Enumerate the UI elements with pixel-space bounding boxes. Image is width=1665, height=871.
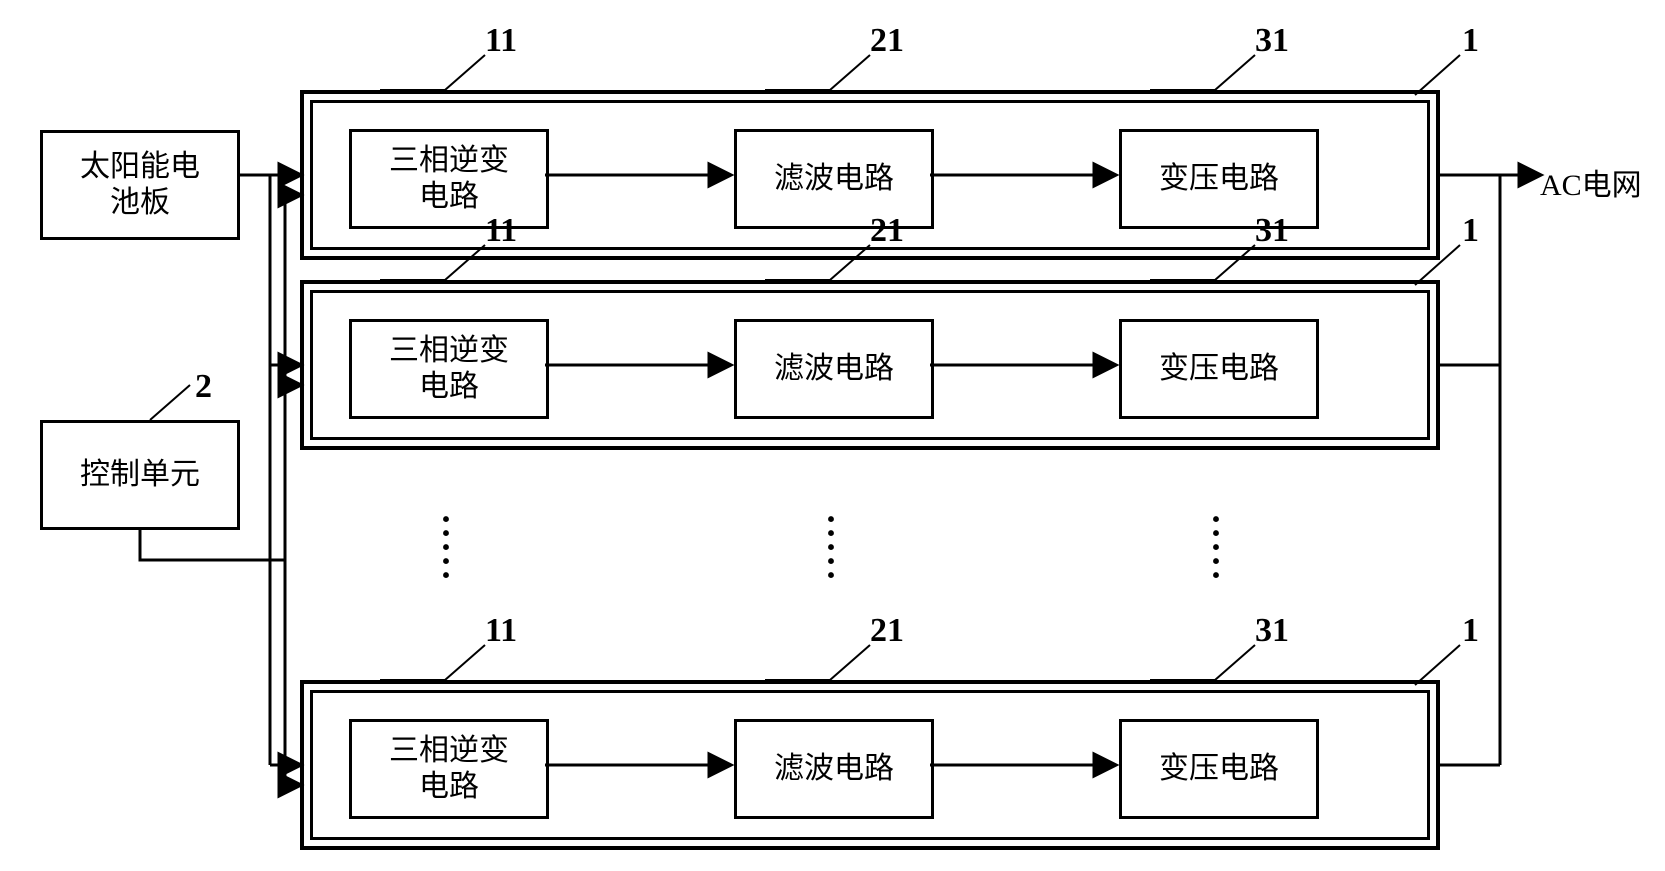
ellipsis-1: ·····	[440, 510, 452, 580]
transformer-circuit-label: 变压电路	[1159, 751, 1279, 787]
transformer-circuit-1: 变压电路	[1119, 129, 1319, 229]
filter-circuit-n: 滤波电路	[734, 719, 934, 819]
num-1-r1: 1	[1462, 22, 1479, 60]
control-unit-label: 控制单元	[80, 457, 200, 493]
num-1-r3: 1	[1462, 612, 1479, 650]
solar-panel-label: 太阳能电 池板	[80, 149, 200, 221]
num-31-r1: 31	[1255, 22, 1289, 60]
filter-circuit-label: 滤波电路	[774, 751, 894, 787]
filter-circuit-label: 滤波电路	[774, 161, 894, 197]
filter-circuit-label: 滤波电路	[774, 351, 894, 387]
solar-panel-box: 太阳能电 池板	[40, 130, 240, 240]
num-21-r3: 21	[870, 612, 904, 650]
num-21-r1: 21	[870, 22, 904, 60]
control-unit-box: 控制单元	[40, 420, 240, 530]
three-phase-inverter-2: 三相逆变 电路	[349, 319, 549, 419]
transformer-circuit-label: 变压电路	[1159, 161, 1279, 197]
num-11-r2: 11	[485, 212, 517, 250]
num-1-r2: 1	[1462, 212, 1479, 250]
num-31-r2: 31	[1255, 212, 1289, 250]
inverter-module-n: 三相逆变 电路 滤波电路 变压电路	[300, 680, 1440, 850]
transformer-circuit-n: 变压电路	[1119, 719, 1319, 819]
three-phase-inverter-label: 三相逆变 电路	[389, 143, 509, 215]
num-11-r1: 11	[485, 22, 517, 60]
filter-circuit-2: 滤波电路	[734, 319, 934, 419]
ac-grid-label: AC电网	[1540, 160, 1642, 204]
transformer-circuit-label: 变压电路	[1159, 351, 1279, 387]
three-phase-inverter-label: 三相逆变 电路	[389, 733, 509, 805]
three-phase-inverter-n: 三相逆变 电路	[349, 719, 549, 819]
diagram-canvas: 太阳能电 池板 控制单元 2 AC电网 三相逆变 电路 滤波电路 变压电路 三相…	[0, 0, 1665, 871]
num-11-r3: 11	[485, 612, 517, 650]
three-phase-inverter-label: 三相逆变 电路	[389, 333, 509, 405]
filter-circuit-1: 滤波电路	[734, 129, 934, 229]
three-phase-inverter-1: 三相逆变 电路	[349, 129, 549, 229]
num-31-r3: 31	[1255, 612, 1289, 650]
num-21-r2: 21	[870, 212, 904, 250]
transformer-circuit-2: 变压电路	[1119, 319, 1319, 419]
ellipsis-3: ·····	[1210, 510, 1222, 580]
control-unit-number: 2	[195, 368, 212, 406]
inverter-module-2: 三相逆变 电路 滤波电路 变压电路	[300, 280, 1440, 450]
ellipsis-2: ·····	[825, 510, 837, 580]
